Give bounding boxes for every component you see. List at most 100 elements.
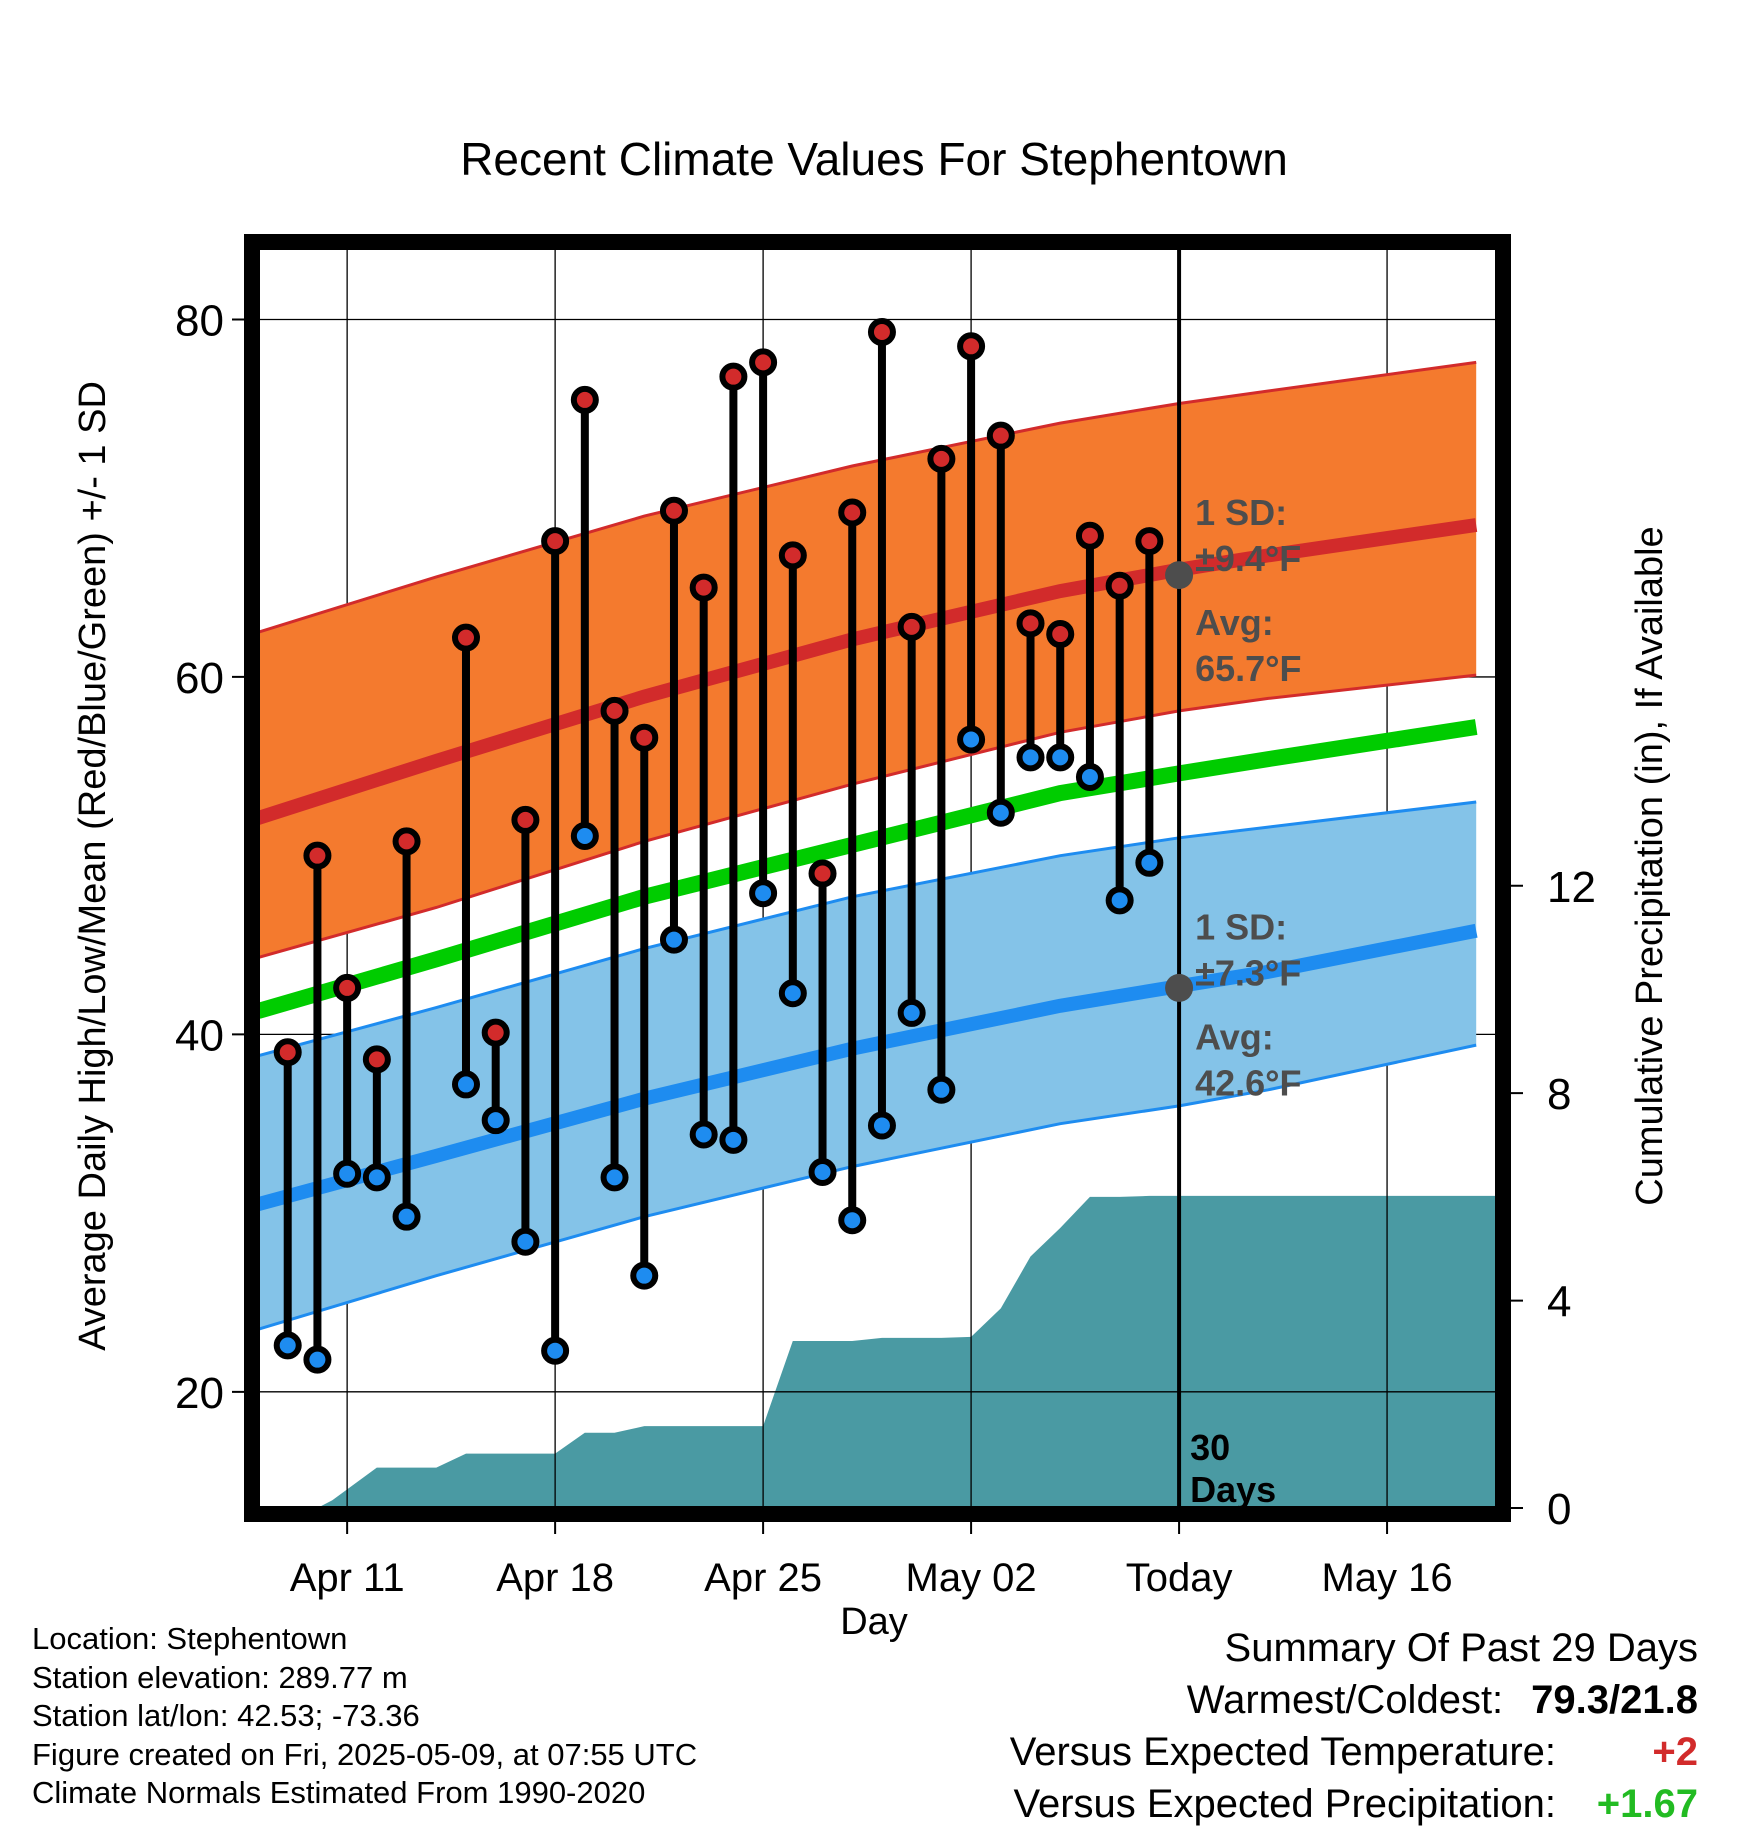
x-axis-label: Day: [840, 1601, 908, 1643]
precip-label: Versus Expected Precipitation:: [1013, 1782, 1556, 1826]
temp-value: +2: [1652, 1730, 1698, 1774]
x-tick-label: May 16: [1321, 1556, 1452, 1600]
obs-low-dot: [481, 1106, 510, 1135]
temp-label: Versus Expected Temperature:: [1009, 1730, 1556, 1774]
obs-high-dot: [957, 332, 986, 361]
x-tick-label: May 02: [906, 1556, 1037, 1600]
obs-high-dot: [333, 973, 362, 1002]
obs-high-dot: [1075, 521, 1104, 550]
summary-warmest-row: Warmest/Coldest: 79.3/21.8: [1010, 1674, 1698, 1726]
obs-high-dot: [867, 318, 896, 346]
obs-low-dot: [986, 798, 1015, 827]
obs-high-dot: [511, 805, 540, 834]
y-tick-label: 80: [175, 296, 224, 345]
summary-title: Summary Of Past 29 Days: [1224, 1626, 1698, 1670]
obs-high-dot: [897, 612, 926, 641]
high-avg-value: 65.7°F: [1195, 648, 1301, 689]
x-tick-label: Apr 25: [704, 1556, 822, 1600]
high-band-lower-edge: [258, 673, 1477, 959]
obs-low-dot: [659, 925, 688, 954]
obs-low-dot: [333, 1159, 362, 1188]
x-tick-label: Today: [1126, 1556, 1233, 1600]
y2-tick-label: 12: [1547, 863, 1596, 912]
summary-panel: Summary Of Past 29 Days Warmest/Coldest:…: [1010, 1622, 1698, 1830]
window-label-number: 30: [1190, 1427, 1230, 1468]
obs-low-dot: [511, 1227, 540, 1256]
obs-high-dot: [541, 527, 570, 556]
obs-high-dot: [1135, 527, 1164, 556]
obs-high-dot: [986, 421, 1015, 450]
climate-normals: Climate Normals Estimated From 1990-2020: [32, 1775, 646, 1810]
obs-high-dot: [1105, 571, 1134, 600]
obs-high-dot: [659, 496, 688, 525]
window-label-unit: Days: [1190, 1469, 1276, 1510]
obs-low-dot: [451, 1070, 480, 1099]
high-sd-band: [258, 362, 1477, 958]
obs-low-dot: [957, 725, 986, 754]
y-axis-label: Average Daily High/Low/Mean (Red/Blue/Gr…: [72, 381, 114, 1351]
avg-low-line: [258, 923, 1478, 1211]
obs-high-dot: [808, 859, 837, 888]
obs-high-dot: [481, 1018, 510, 1047]
warmest-value: 79.3/21.8: [1531, 1678, 1698, 1722]
y2-tick-label: 8: [1547, 1070, 1571, 1119]
warmest-label: Warmest/Coldest:: [1186, 1678, 1504, 1722]
obs-low-dot: [749, 879, 778, 908]
obs-low-dot: [600, 1163, 629, 1192]
obs-low-dot: [719, 1125, 748, 1154]
y-tick-label: 20: [175, 1369, 224, 1418]
obs-low-dot: [570, 822, 599, 850]
avg-mean-line: [258, 719, 1478, 1019]
y2-axis-label: Cumulative Precipitation (in), If Availa…: [1629, 526, 1671, 1205]
obs-low-dot: [897, 998, 926, 1027]
obs-high-dot: [273, 1038, 302, 1067]
y-tick-label: 60: [175, 654, 224, 703]
high-band-upper-edge: [258, 360, 1477, 634]
y2-tick-label: 0: [1547, 1485, 1571, 1534]
high-sd-label: 1 SD:: [1195, 492, 1287, 533]
obs-high-dot: [303, 841, 332, 870]
obs-high-dot: [719, 362, 748, 391]
obs-low-dot: [1105, 886, 1134, 915]
figure-created: Figure created on Fri, 2025-05-09, at 07…: [32, 1736, 698, 1772]
low-band-lower-edge: [258, 1043, 1477, 1331]
x-tick-label: Apr 11: [290, 1556, 405, 1600]
obs-high-dot: [362, 1045, 391, 1074]
obs-high-dot: [689, 573, 718, 602]
obs-low-dot: [808, 1158, 837, 1186]
summary-temp-row: Versus Expected Temperature: +2: [1010, 1726, 1698, 1778]
precipitation-area: [258, 1195, 1497, 1508]
high-avg-label: Avg:: [1195, 602, 1274, 643]
station-location: Location: Stephentown: [32, 1621, 348, 1656]
station-info: Location: Stephentown Station elevation:…: [32, 1620, 697, 1813]
obs-high-dot: [1016, 609, 1045, 638]
avg-high-marker: [1165, 561, 1194, 590]
low-sd-label: 1 SD:: [1195, 907, 1287, 948]
low-sd-value: ±7.3°F: [1195, 953, 1301, 994]
high-sd-value: ±9.4°F: [1195, 538, 1301, 579]
obs-low-dot: [630, 1261, 659, 1290]
obs-low-dot: [392, 1202, 421, 1231]
obs-high-dot: [778, 541, 807, 570]
y-tick-label: 40: [175, 1011, 224, 1060]
x-tick-label: Apr 18: [496, 1556, 614, 1600]
low-avg-label: Avg:: [1195, 1017, 1274, 1058]
obs-high-dot: [749, 348, 778, 377]
obs-high-dot: [600, 696, 629, 725]
obs-low-dot: [689, 1120, 718, 1149]
plot-area: [258, 248, 1497, 1508]
obs-high-dot: [838, 498, 867, 527]
obs-low-dot: [778, 979, 807, 1008]
precip-value: +1.67: [1596, 1782, 1698, 1826]
obs-high-dot: [570, 385, 599, 414]
obs-low-dot: [1135, 848, 1164, 877]
station-elevation: Station elevation: 289.77 m: [32, 1659, 408, 1695]
obs-low-dot: [541, 1336, 570, 1365]
obs-high-dot: [927, 444, 956, 473]
obs-low-dot: [1046, 743, 1075, 772]
y2-tick-label: 4: [1547, 1278, 1571, 1327]
low-sd-band: [258, 802, 1477, 1330]
avg-low-marker: [1165, 973, 1194, 1002]
obs-high-dot: [451, 623, 480, 652]
